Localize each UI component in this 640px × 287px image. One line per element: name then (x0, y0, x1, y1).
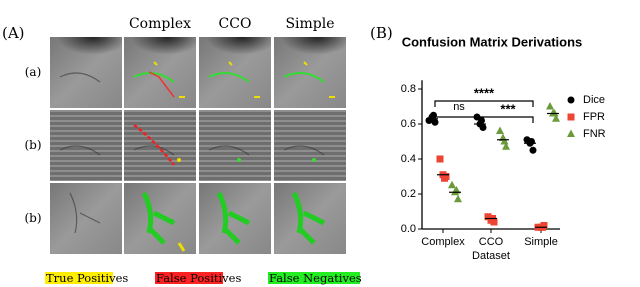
micrograph-shade (124, 37, 196, 73)
micrograph-shade (199, 37, 271, 73)
panel-b: (B) Confusion Matrix Derivations 0.0 0.2 0.4… (370, 24, 606, 262)
micrograph (124, 110, 196, 181)
x-tick-label: Simple (524, 236, 558, 248)
overlay-fp (148, 71, 175, 98)
vessel (59, 72, 101, 83)
legend-label: FNR (583, 128, 606, 140)
significance-label: **** (474, 85, 495, 100)
data-point (452, 186, 461, 194)
data-point (478, 117, 485, 124)
legend-swatch (155, 272, 223, 284)
overlay-tp (177, 158, 181, 162)
x-tick-label: Complex (421, 236, 465, 248)
overlay-fn (283, 72, 325, 83)
data-point (454, 194, 462, 203)
x-axis-label: Dataset (472, 250, 510, 262)
legend-swatch (45, 272, 113, 284)
overlay-tp (228, 61, 260, 98)
micrograph-shade (274, 37, 346, 73)
overlay-tp (237, 158, 241, 162)
overlay-fn (208, 72, 250, 83)
micrograph (274, 110, 346, 181)
significance-bracket (482, 116, 534, 123)
y-tick-label: 0.0 (401, 223, 416, 235)
micrograph (50, 110, 122, 181)
vessel (283, 145, 325, 156)
overlay-fn (141, 191, 176, 245)
data-point (436, 155, 444, 163)
legend-label: True Positives (46, 271, 128, 285)
data-point (546, 102, 554, 110)
y-tick-label: 0.4 (401, 153, 416, 165)
column-header: Complex (129, 16, 191, 32)
legend-label: False Positives (156, 271, 241, 285)
data-point (496, 126, 504, 134)
column-header: CCO (219, 16, 252, 32)
overlay-fn (133, 72, 175, 83)
micrograph (50, 183, 122, 254)
legend-marker (567, 113, 575, 121)
legend-label: FPR (583, 111, 605, 123)
overlay-tp (303, 61, 335, 98)
column-header: Simple (285, 16, 334, 32)
panel-label: (A) (2, 24, 25, 42)
data-point (529, 146, 537, 154)
data-point (500, 137, 509, 145)
overlay-tp (153, 61, 185, 98)
micrograph-shade (50, 37, 122, 73)
legend-label: False Negatives (269, 271, 362, 285)
data-point (552, 114, 560, 122)
overlay-tp (177, 242, 186, 252)
data-point (502, 142, 510, 150)
data-point (550, 109, 559, 117)
x-tick-label: CCO (479, 236, 504, 248)
data-point (528, 138, 535, 145)
significance-label: ns (453, 101, 465, 113)
significance-bracket (434, 100, 534, 107)
overlay-fp (133, 124, 175, 166)
vessel (69, 192, 101, 234)
micrograph (199, 110, 271, 181)
legend-marker (567, 129, 575, 137)
panel-label: (B) (370, 24, 393, 42)
row-label: (a) (25, 65, 42, 79)
data-point (441, 174, 448, 182)
significance-label: *** (500, 101, 516, 116)
vessel (133, 145, 175, 156)
legend-marker (567, 96, 575, 104)
panel-a: (A) Complex CCO Simple (a) (b) (b) True Positiv… (2, 16, 362, 285)
y-tick-label: 0.2 (401, 188, 416, 200)
y-tick-label: 0.8 (401, 83, 416, 95)
vessel (208, 145, 250, 156)
data-point (430, 111, 437, 119)
legend-label: Dice (583, 94, 605, 106)
overlay-fn (216, 191, 251, 245)
row-label: (b) (24, 211, 41, 225)
row-label: (b) (24, 138, 41, 152)
y-tick-label: 0.6 (401, 118, 416, 130)
data-point (448, 180, 456, 189)
overlay-fn (291, 191, 326, 245)
chart-title: Confusion Matrix Derivations (402, 34, 583, 49)
legend-swatch (268, 272, 360, 284)
vessel (59, 145, 101, 156)
overlay-tp (312, 158, 316, 162)
data-point (479, 124, 487, 131)
